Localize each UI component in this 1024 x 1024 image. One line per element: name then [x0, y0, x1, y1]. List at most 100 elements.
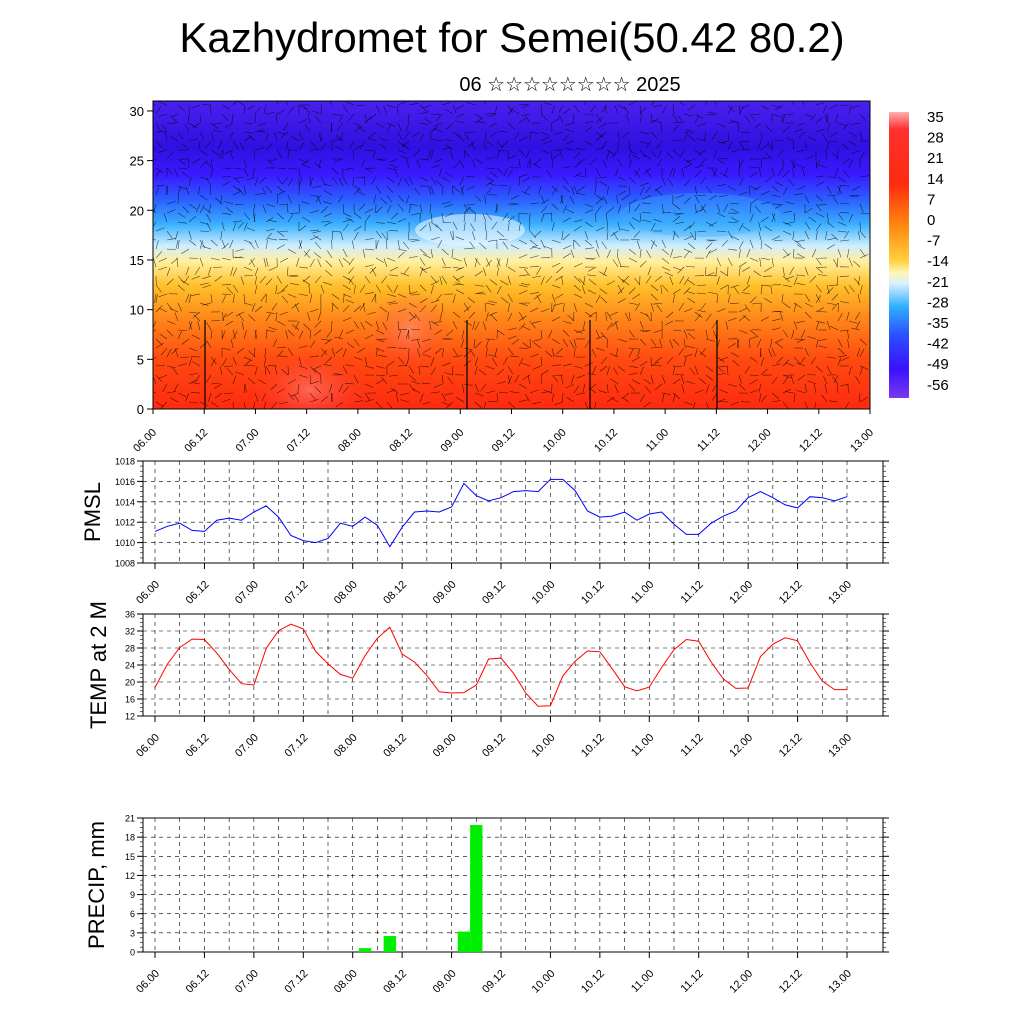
wind-barb [525, 394, 531, 403]
wind-barb [759, 258, 762, 268]
wind-barb [397, 203, 404, 212]
wind-barb [441, 221, 451, 224]
wind-barb [155, 184, 165, 187]
wind-barb [540, 149, 550, 154]
wind-barb [397, 122, 402, 132]
wind-barb [254, 276, 258, 286]
wind-barb [264, 347, 267, 357]
wind-barb [452, 257, 462, 262]
wind-barb [309, 340, 316, 349]
x-tick-label: 11.00 [629, 579, 656, 606]
wind-barb [338, 177, 344, 187]
wind-barb [221, 311, 224, 321]
wind-barb [760, 257, 770, 261]
wind-barb [639, 131, 649, 135]
wind-barb [650, 302, 654, 312]
wind-barb [529, 239, 538, 246]
wind-barb [771, 392, 780, 399]
wind-barb [606, 231, 609, 241]
wind-barb [191, 158, 201, 164]
wind-barb [538, 185, 542, 195]
wind-barb [573, 185, 579, 195]
wind-barb [485, 176, 495, 182]
wind-barb [782, 114, 786, 124]
wind-barb [602, 159, 608, 169]
wind-barb [485, 257, 491, 267]
wind-barb [727, 230, 733, 239]
wind-barb [342, 257, 351, 265]
wind-barb [274, 132, 278, 142]
wind-barb [669, 248, 674, 258]
wind-barb [290, 392, 300, 397]
wind-barb [250, 259, 256, 268]
wind-barb [455, 266, 465, 272]
wind-barb [610, 378, 619, 385]
x-tick-label: 08.00 [332, 579, 360, 607]
wind-barb [738, 261, 747, 268]
wind-barbs [153, 101, 870, 409]
wind-barb [572, 240, 575, 250]
wind-barb [551, 364, 561, 367]
wind-barb [199, 401, 209, 407]
wind-barb [793, 212, 796, 222]
wind-barb [719, 194, 729, 197]
wind-barb [573, 225, 582, 232]
wind-barb [789, 266, 795, 275]
wind-barb [254, 329, 258, 339]
wind-barb [826, 194, 836, 197]
wind-barb [556, 347, 564, 355]
wind-barb [727, 294, 731, 304]
wind-barb [338, 329, 344, 339]
wind-barb [411, 239, 421, 243]
wind-barb [781, 113, 784, 123]
wind-barb [543, 389, 553, 394]
wind-barb [606, 339, 608, 349]
wind-barb [719, 284, 729, 290]
wind-barb [441, 348, 445, 358]
wind-barb [518, 266, 528, 269]
wind-barb [661, 257, 670, 264]
wind-barb [617, 298, 626, 304]
wind-barb [351, 240, 355, 250]
wind-barb [389, 266, 399, 272]
wind-barb [746, 275, 751, 285]
wind-barb [584, 230, 589, 240]
x-tick-label: 12.12 [797, 427, 825, 455]
wind-barb [815, 307, 824, 313]
wind-barb [268, 158, 278, 162]
wind-barb [154, 293, 157, 303]
wind-barb [705, 272, 715, 277]
wind-barb [551, 117, 560, 124]
wind-barb [826, 212, 829, 222]
wind-barb [301, 201, 311, 205]
wind-barb [749, 171, 758, 178]
wind-barb [287, 365, 289, 376]
wind-barb [848, 194, 858, 197]
wind-barb [562, 392, 564, 402]
wind-barb [213, 266, 223, 268]
wind-barb [650, 338, 657, 347]
wind-barb [514, 374, 520, 383]
wind-barb [698, 149, 707, 155]
wind-barb [293, 394, 300, 403]
wind-barb [298, 118, 308, 124]
wind-barb [430, 185, 434, 195]
wind-barb [345, 329, 355, 334]
wind-barb [243, 131, 253, 134]
wind-barb [499, 391, 509, 394]
wind-barb [320, 338, 330, 341]
wind-barb [727, 105, 733, 115]
wind-barb [265, 257, 269, 267]
warm-core-2 [370, 290, 450, 370]
wind-barb [272, 338, 278, 348]
wind-barb [286, 204, 289, 214]
wind-barb [302, 279, 311, 286]
wind-barb [489, 279, 498, 286]
wind-barb [628, 347, 638, 350]
wind-barb [166, 152, 174, 160]
wind-barb [430, 126, 439, 133]
wind-barb [694, 185, 698, 195]
wind-barb [408, 365, 415, 374]
wind-barb [643, 401, 652, 408]
wind-barb [628, 159, 632, 169]
